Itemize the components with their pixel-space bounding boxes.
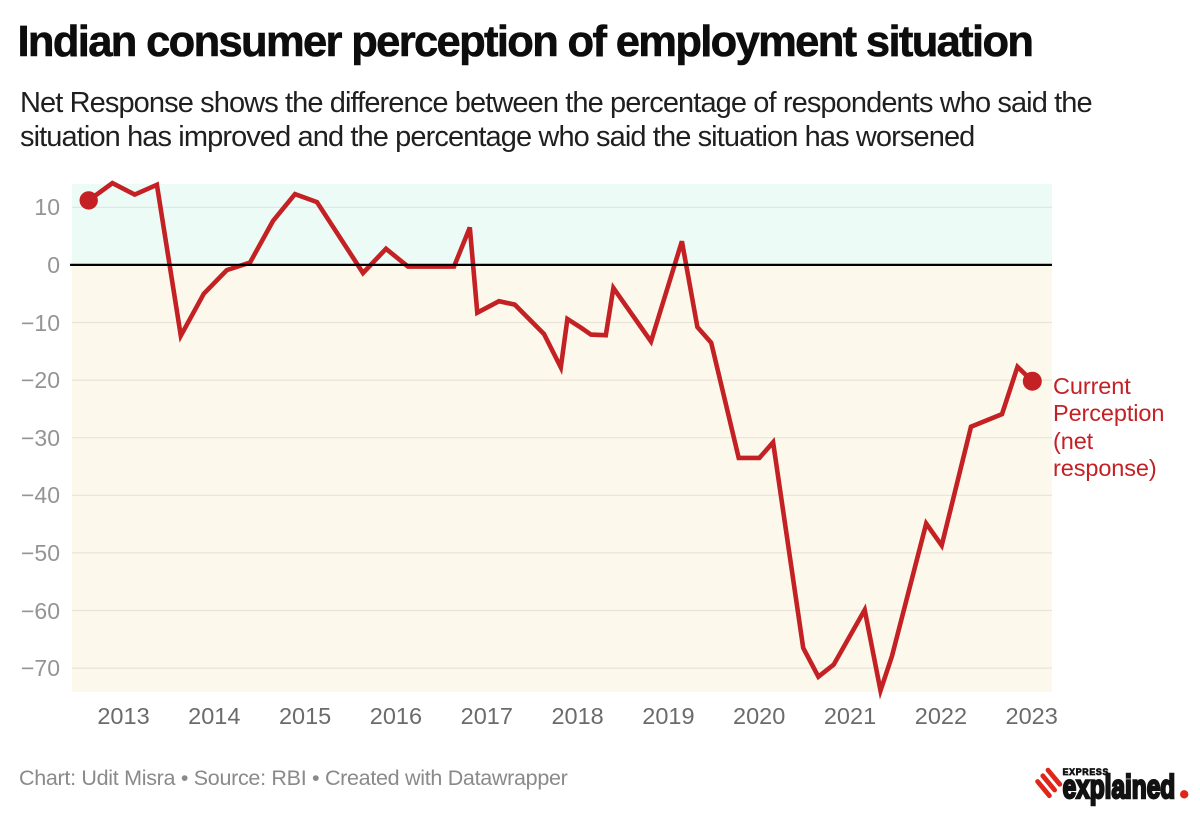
svg-text:explained: explained bbox=[1063, 770, 1176, 806]
svg-text:EXPRESS: EXPRESS bbox=[1063, 767, 1109, 777]
